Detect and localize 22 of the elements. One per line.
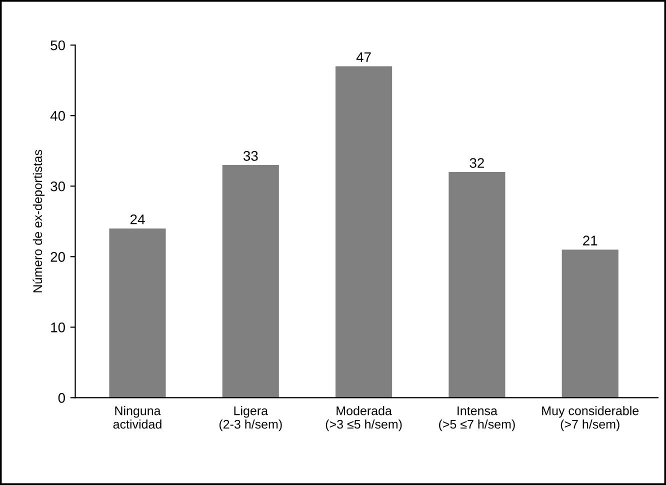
- bar: [109, 228, 166, 398]
- data-label: 47: [356, 52, 371, 62]
- x-tick-label: Ligera (2-3 h/sem): [219, 406, 282, 432]
- bar: [448, 172, 506, 398]
- bar: [336, 66, 392, 398]
- data-label: 21: [583, 236, 598, 246]
- x-tick-label: Muy considerable (>7 h/sem): [542, 406, 639, 432]
- data-label: 32: [470, 158, 484, 168]
- x-tick-label: Moderada (>3 ≤5 h/sem): [326, 406, 402, 432]
- data-label: 24: [130, 214, 145, 224]
- y-tick-label: 40: [50, 110, 65, 121]
- y-tick-label: 50: [50, 40, 65, 50]
- bar: [562, 250, 618, 398]
- x-tick-label: Ninguna actividad: [113, 406, 162, 429]
- y-tick-label: 0: [58, 393, 65, 403]
- x-tick-label: Intensa (>5 ≤7 h/sem): [439, 406, 515, 432]
- y-tick-label: 20: [50, 252, 65, 262]
- bar: [222, 164, 279, 398]
- data-label: 33: [243, 151, 258, 161]
- y-axis-title: Número de ex-deportistas: [32, 150, 45, 292]
- y-tick-label: 30: [50, 181, 65, 192]
- y-tick-label: 10: [51, 322, 65, 332]
